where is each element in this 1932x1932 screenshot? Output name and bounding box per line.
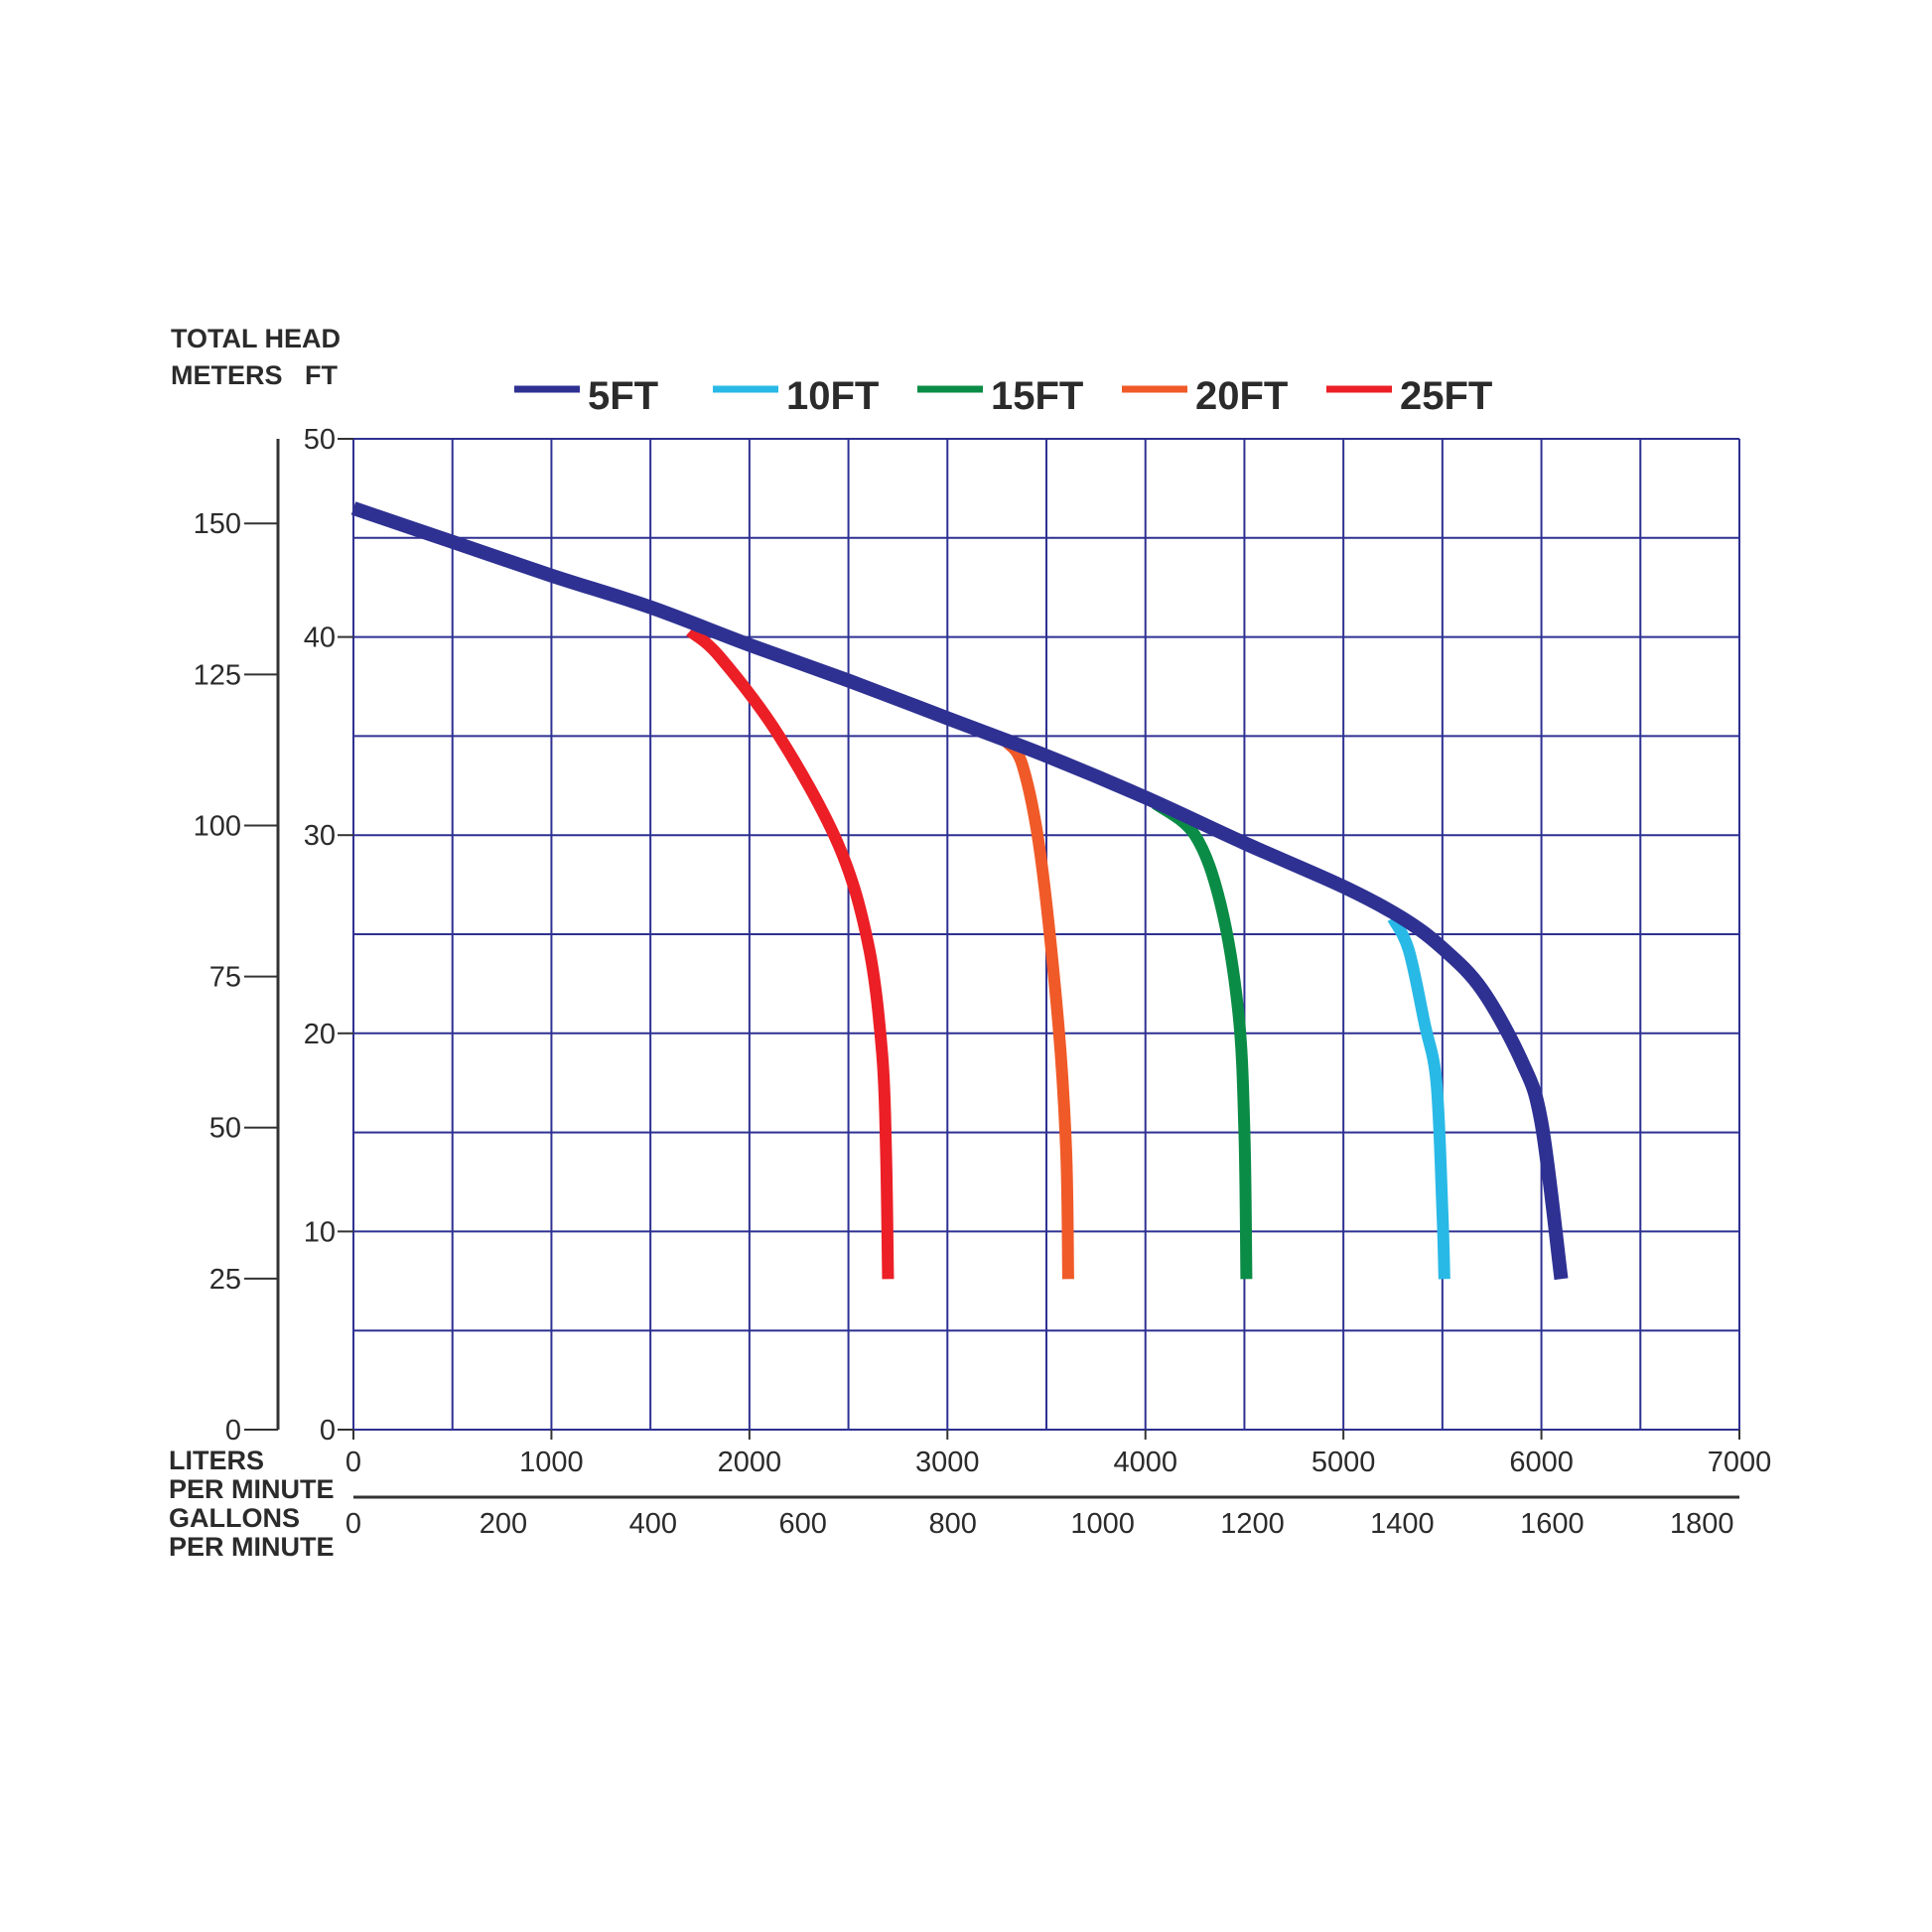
gallons-tick-label: 0 — [345, 1508, 361, 1540]
liters-tick-label: 5000 — [1311, 1447, 1376, 1478]
curve-5ft — [350, 501, 1569, 1281]
liters-tick-label: 4000 — [1113, 1447, 1177, 1478]
feet-tick-label: 25 — [209, 1264, 241, 1296]
curve-15ft — [1151, 798, 1253, 1280]
gpm-label-line-2: PER MINUTE — [169, 1532, 335, 1562]
gpm-label-line-1: GALLONS — [169, 1503, 300, 1533]
legend-label-5ft: 5FT — [588, 374, 658, 418]
feet-tick-label: 150 — [194, 508, 241, 540]
curve-10ft — [1387, 915, 1450, 1280]
legend-label-20ft: 20FT — [1195, 374, 1288, 418]
lpm-label-line-2: PER MINUTE — [169, 1474, 335, 1504]
legend-label-15ft: 15FT — [991, 374, 1083, 418]
labels: TOTAL HEAD METERS FT LITERS PER MINUTE G… — [169, 324, 341, 1562]
feet-tick-label: 0 — [225, 1415, 241, 1447]
legend-label-10ft: 10FT — [786, 374, 879, 418]
legend: 5FT 10FT 15FT 20FT 25FT — [514, 374, 1492, 418]
curve-20ft — [1002, 738, 1074, 1280]
liters-tick-label: 6000 — [1509, 1447, 1574, 1478]
y-axis-title-line-2: METERS FT — [171, 360, 339, 390]
lpm-label-line-1: LITERS — [169, 1446, 264, 1475]
gallons-tick-label: 1600 — [1520, 1508, 1585, 1540]
gallons-tick-label: 200 — [480, 1508, 527, 1540]
meters-tick-label: 30 — [304, 820, 336, 852]
gallons-tick-label: 800 — [928, 1508, 976, 1540]
gallons-tick-label: 600 — [779, 1508, 827, 1540]
y-axis-title-line-1: TOTAL HEAD — [171, 324, 341, 353]
gallons-tick-label: 1200 — [1220, 1508, 1285, 1540]
meters-tick-label: 0 — [320, 1415, 336, 1447]
gallons-tick-label: 400 — [629, 1508, 677, 1540]
gallons-tick-label: 1400 — [1370, 1508, 1435, 1540]
feet-tick-label: 125 — [194, 659, 241, 691]
feet-tick-label: 75 — [209, 962, 241, 994]
meters-tick-label: 50 — [304, 424, 336, 456]
legend-label-25ft: 25FT — [1400, 374, 1492, 418]
axes — [244, 438, 1740, 1499]
curve-25ft — [686, 625, 895, 1280]
liters-tick-label: 0 — [345, 1447, 361, 1478]
liters-tick-label: 7000 — [1708, 1447, 1772, 1478]
curves — [350, 501, 1569, 1281]
feet-tick-label: 50 — [209, 1113, 241, 1145]
feet-tick-label: 100 — [194, 810, 241, 842]
meters-tick-label: 20 — [304, 1019, 336, 1050]
gallons-tick-label: 1800 — [1670, 1508, 1734, 1540]
meters-tick-label: 10 — [304, 1216, 336, 1248]
liters-tick-label: 2000 — [718, 1447, 782, 1478]
liters-tick-label: 1000 — [519, 1447, 584, 1478]
gallons-tick-label: 1000 — [1070, 1508, 1135, 1540]
meters-tick-label: 40 — [304, 622, 336, 654]
liters-tick-label: 3000 — [915, 1447, 980, 1478]
